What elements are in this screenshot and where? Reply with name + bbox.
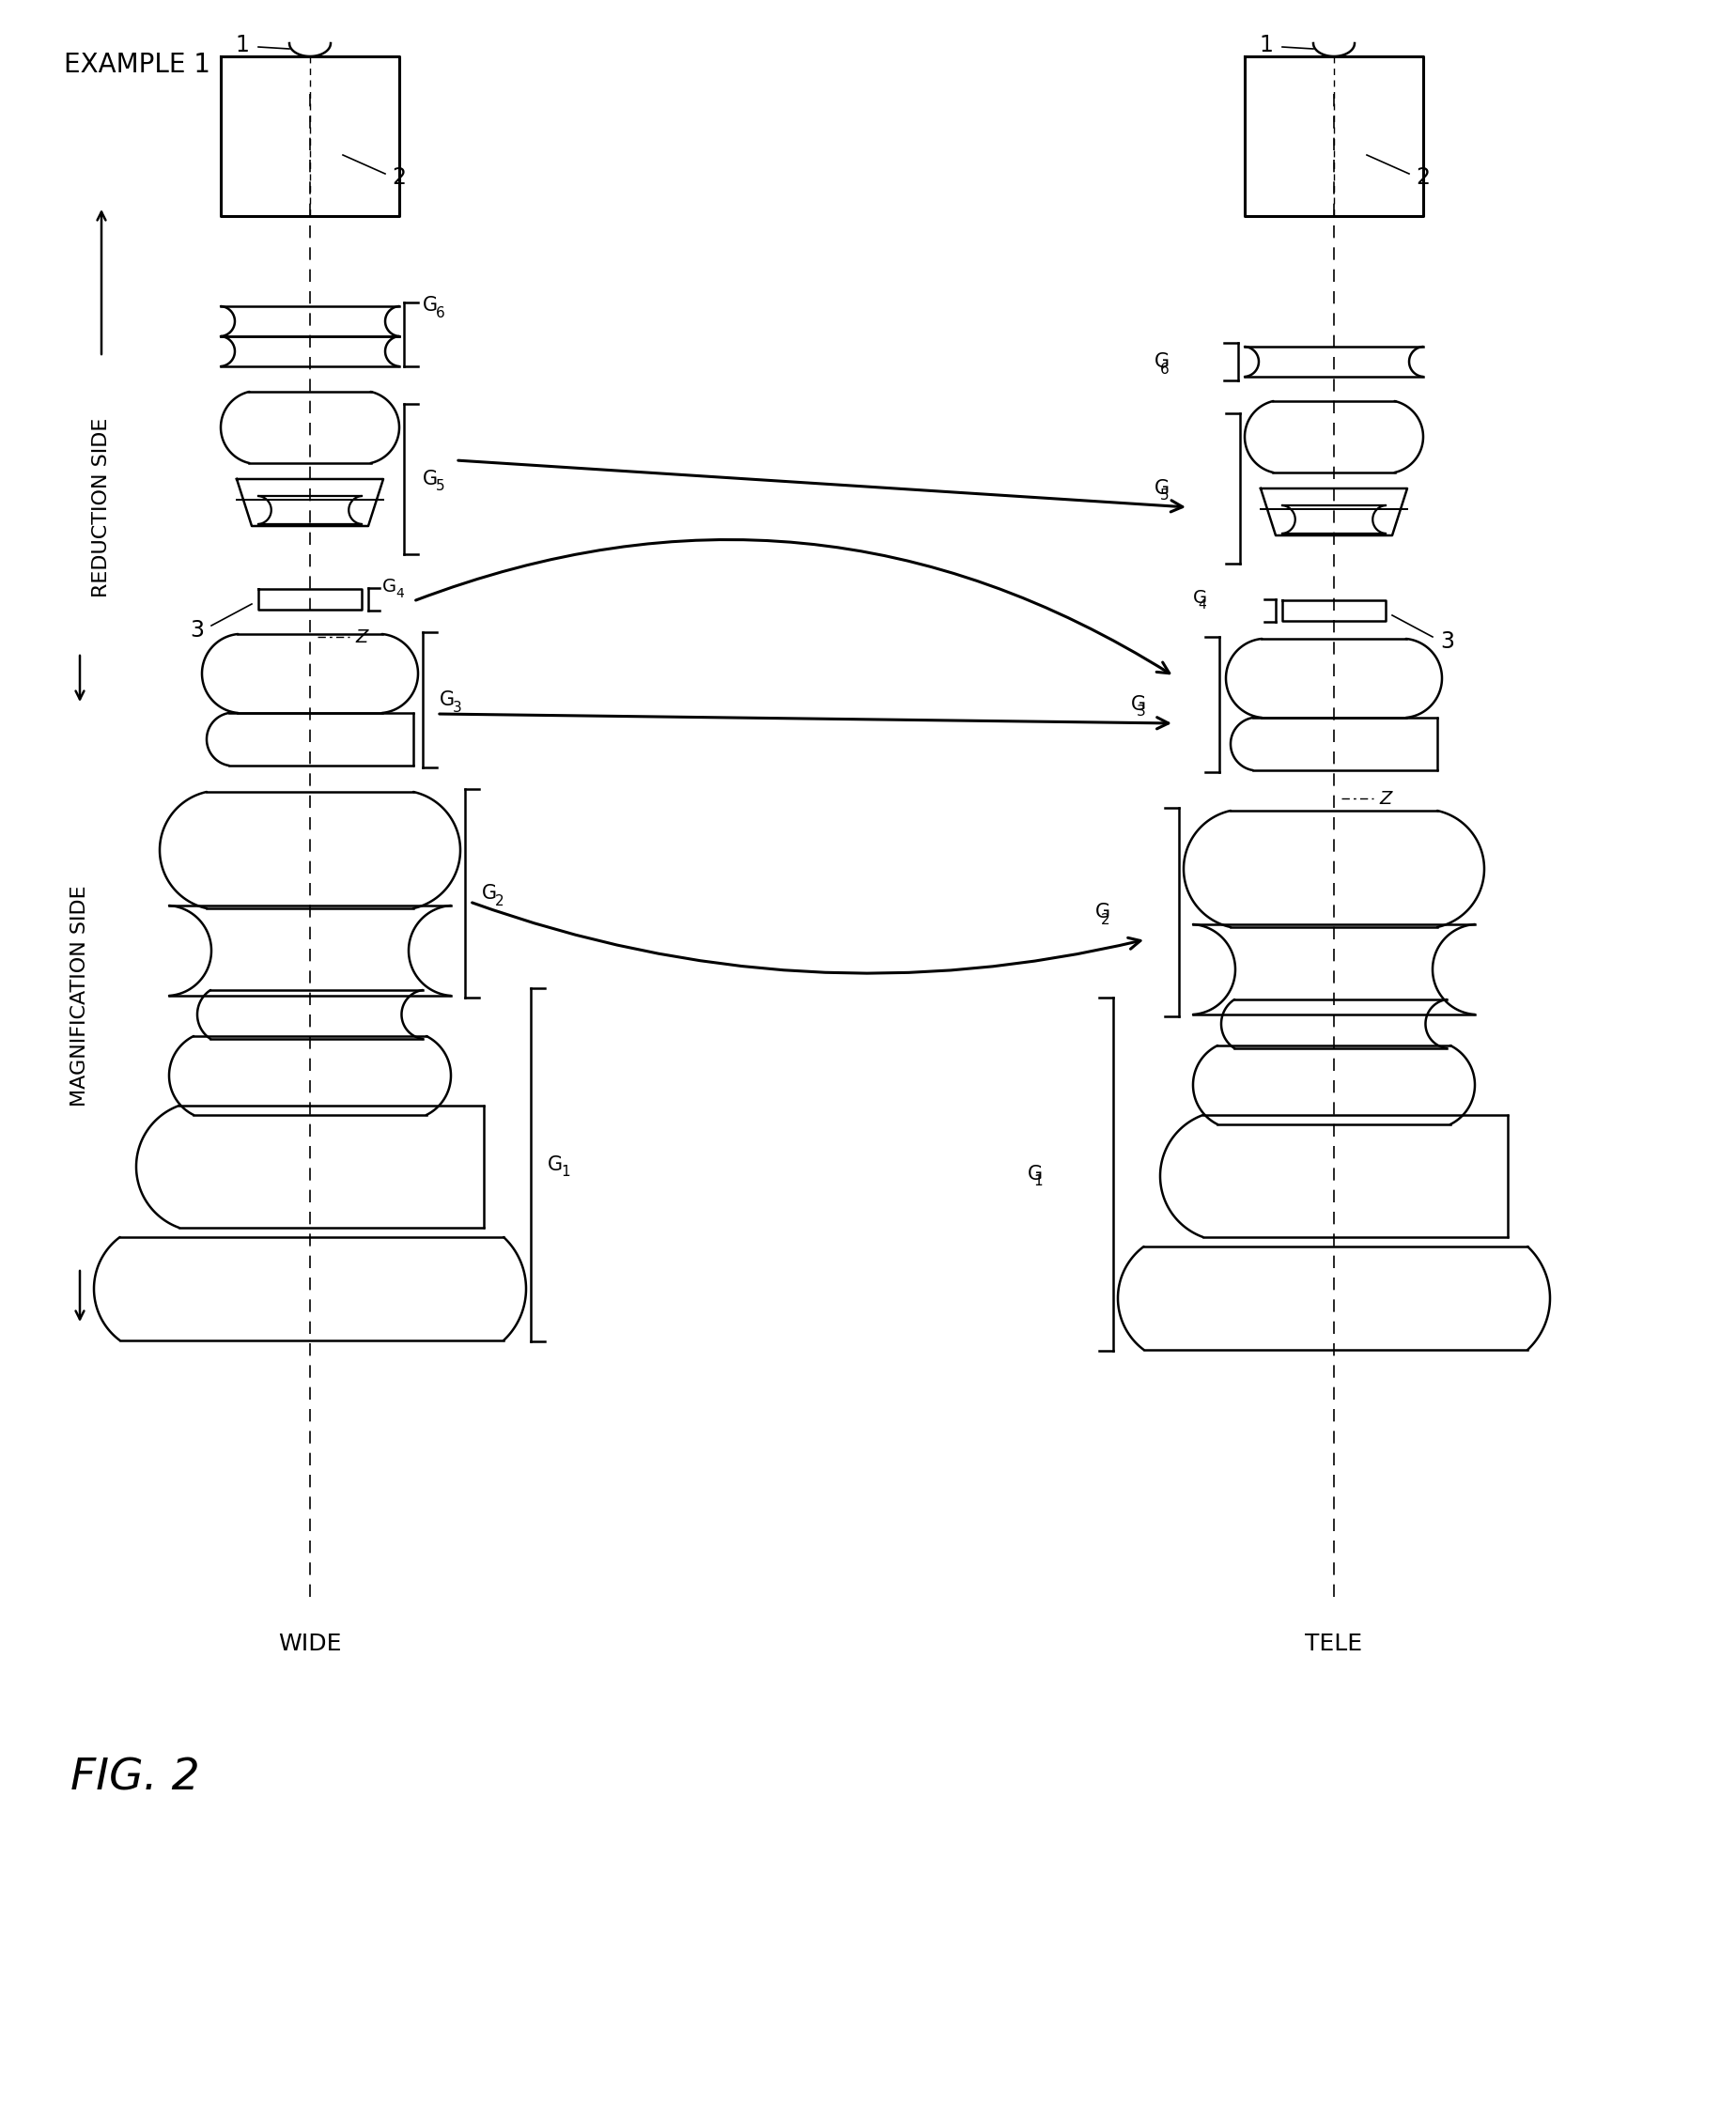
Text: FIG. 2: FIG. 2 <box>71 1756 200 1799</box>
Text: G: G <box>1095 903 1111 922</box>
Text: G: G <box>1154 478 1170 497</box>
Text: 2: 2 <box>1415 166 1430 190</box>
Text: 5: 5 <box>1160 489 1168 503</box>
Text: EXAMPLE 1: EXAMPLE 1 <box>64 53 210 78</box>
Text: G: G <box>547 1156 562 1175</box>
Text: 4: 4 <box>1198 598 1207 611</box>
Text: G: G <box>483 885 496 903</box>
Text: 5: 5 <box>436 480 444 493</box>
Text: G: G <box>424 470 437 489</box>
Text: Z: Z <box>356 628 368 647</box>
Text: G: G <box>1028 1165 1043 1184</box>
Text: REDUCTION SIDE: REDUCTION SIDE <box>92 417 111 598</box>
Text: G: G <box>424 295 437 314</box>
Text: TELE: TELE <box>1305 1632 1363 1655</box>
Text: G: G <box>1193 588 1207 607</box>
Text: 6: 6 <box>1160 362 1170 377</box>
Text: G: G <box>1130 695 1146 714</box>
Text: 3: 3 <box>1137 706 1146 718</box>
Text: G: G <box>1154 352 1170 371</box>
Text: 3: 3 <box>453 701 462 714</box>
Text: 1: 1 <box>1033 1175 1042 1188</box>
Text: 1: 1 <box>1259 34 1272 57</box>
Text: 2: 2 <box>495 893 503 908</box>
Text: 6: 6 <box>436 305 444 320</box>
Text: 1: 1 <box>234 34 248 57</box>
Text: Z: Z <box>1378 790 1392 807</box>
Text: 2: 2 <box>392 166 406 190</box>
Text: G: G <box>439 691 455 710</box>
Text: 2: 2 <box>1101 912 1109 927</box>
Text: WIDE: WIDE <box>278 1632 342 1655</box>
Text: 4: 4 <box>396 588 404 600</box>
Text: G: G <box>382 577 396 596</box>
Text: 3: 3 <box>189 619 203 642</box>
Text: 3: 3 <box>1441 630 1455 653</box>
Text: 1: 1 <box>561 1165 569 1179</box>
Text: MAGNIFICATION SIDE: MAGNIFICATION SIDE <box>71 885 89 1106</box>
